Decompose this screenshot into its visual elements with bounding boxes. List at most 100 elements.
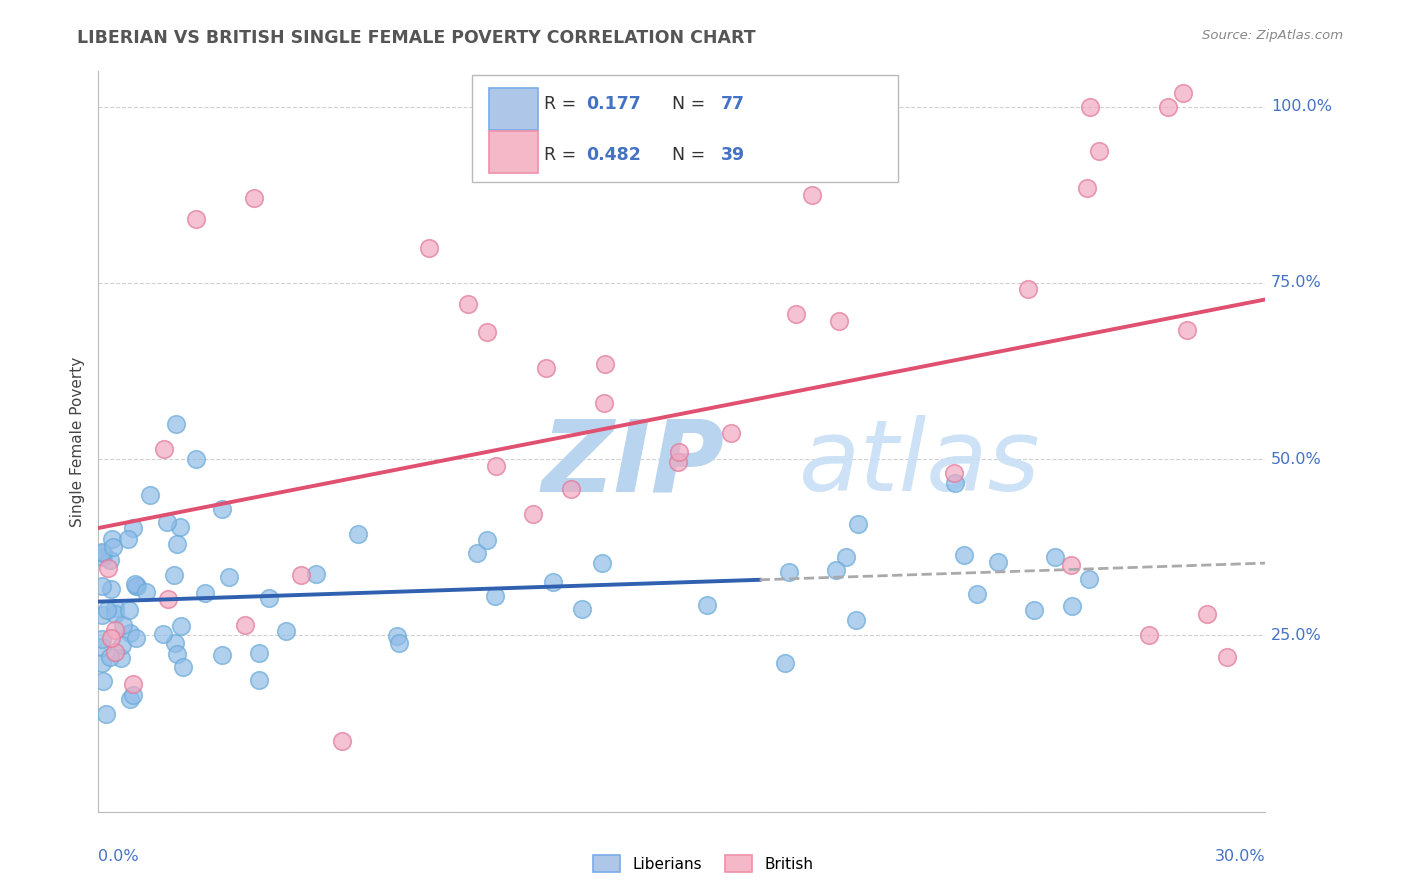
Point bbox=[666, 455, 689, 469]
Point bbox=[100, 631, 122, 645]
Point bbox=[943, 475, 966, 490]
Point bbox=[122, 521, 145, 535]
Point bbox=[101, 532, 124, 546]
Point bbox=[157, 591, 180, 606]
Text: R =: R = bbox=[544, 95, 582, 113]
Point bbox=[1060, 558, 1083, 572]
Point bbox=[1173, 86, 1195, 100]
Point bbox=[166, 647, 188, 661]
Point bbox=[249, 673, 271, 688]
Point bbox=[1088, 145, 1111, 159]
Point bbox=[91, 640, 114, 655]
Point bbox=[571, 602, 593, 616]
Point bbox=[165, 636, 187, 650]
Point bbox=[668, 444, 690, 458]
Point bbox=[117, 533, 139, 547]
Text: 77: 77 bbox=[720, 95, 744, 113]
Point bbox=[112, 618, 135, 632]
Point bbox=[290, 567, 312, 582]
Point bbox=[91, 607, 114, 622]
FancyBboxPatch shape bbox=[489, 88, 538, 130]
Point bbox=[522, 507, 544, 521]
Point bbox=[166, 537, 188, 551]
Text: Source: ZipAtlas.com: Source: ZipAtlas.com bbox=[1202, 29, 1343, 42]
Text: ZIP: ZIP bbox=[541, 416, 725, 512]
Point bbox=[943, 467, 966, 481]
Point bbox=[485, 459, 508, 474]
Text: 0.177: 0.177 bbox=[586, 95, 641, 113]
Point bbox=[218, 570, 240, 584]
Point bbox=[593, 396, 616, 410]
Text: 0.0%: 0.0% bbox=[98, 849, 139, 863]
Text: LIBERIAN VS BRITISH SINGLE FEMALE POVERTY CORRELATION CHART: LIBERIAN VS BRITISH SINGLE FEMALE POVERT… bbox=[77, 29, 756, 46]
Point bbox=[98, 649, 121, 664]
Point bbox=[169, 520, 191, 534]
Point bbox=[100, 582, 122, 596]
Point bbox=[211, 648, 233, 663]
Point bbox=[124, 576, 146, 591]
Point bbox=[103, 607, 125, 621]
Point bbox=[560, 482, 582, 496]
Text: 50.0%: 50.0% bbox=[1271, 451, 1322, 467]
Point bbox=[104, 645, 127, 659]
Point bbox=[330, 734, 353, 748]
Point bbox=[257, 591, 280, 605]
Point bbox=[465, 546, 488, 560]
Point bbox=[91, 674, 114, 689]
Text: 30.0%: 30.0% bbox=[1215, 849, 1265, 863]
Point bbox=[696, 598, 718, 612]
Point bbox=[104, 623, 127, 637]
Point bbox=[194, 585, 217, 599]
Point bbox=[156, 516, 179, 530]
Text: R =: R = bbox=[544, 146, 582, 164]
Point bbox=[163, 568, 186, 582]
Text: 39: 39 bbox=[720, 146, 745, 164]
Point bbox=[125, 579, 148, 593]
Point bbox=[91, 545, 114, 559]
Point bbox=[94, 706, 117, 721]
Point bbox=[1077, 572, 1099, 586]
Point bbox=[773, 656, 796, 670]
Point bbox=[828, 314, 851, 328]
Point bbox=[1017, 282, 1039, 296]
Text: 100.0%: 100.0% bbox=[1271, 99, 1333, 114]
Text: 25.0%: 25.0% bbox=[1271, 628, 1322, 643]
Y-axis label: Single Female Poverty: Single Female Poverty bbox=[69, 357, 84, 526]
Point bbox=[96, 603, 118, 617]
Point bbox=[247, 646, 270, 660]
Point bbox=[475, 533, 498, 548]
Point bbox=[91, 550, 114, 565]
Text: N =: N = bbox=[661, 95, 710, 113]
Point bbox=[122, 677, 145, 691]
Point bbox=[101, 541, 124, 555]
Point bbox=[966, 587, 988, 601]
Point bbox=[347, 526, 370, 541]
Point bbox=[305, 567, 328, 582]
Point bbox=[127, 579, 149, 593]
Point bbox=[122, 689, 145, 703]
Point bbox=[1024, 603, 1046, 617]
Point bbox=[1076, 181, 1098, 195]
Point bbox=[152, 627, 174, 641]
Point bbox=[418, 241, 440, 255]
Point bbox=[104, 601, 127, 615]
Point bbox=[118, 692, 141, 706]
Point bbox=[1157, 100, 1180, 114]
Point bbox=[117, 603, 139, 617]
FancyBboxPatch shape bbox=[472, 75, 898, 183]
Point bbox=[165, 417, 187, 431]
Point bbox=[845, 613, 868, 627]
Point bbox=[120, 626, 142, 640]
Point bbox=[846, 517, 869, 532]
Point bbox=[91, 579, 114, 593]
Point bbox=[1195, 607, 1218, 622]
Point bbox=[720, 425, 742, 440]
Text: N =: N = bbox=[661, 146, 710, 164]
Point bbox=[541, 574, 564, 589]
Text: atlas: atlas bbox=[799, 416, 1040, 512]
Point bbox=[987, 555, 1010, 569]
Point bbox=[1062, 599, 1084, 613]
Point bbox=[1215, 649, 1237, 664]
Point bbox=[243, 191, 266, 205]
Point bbox=[184, 212, 207, 227]
